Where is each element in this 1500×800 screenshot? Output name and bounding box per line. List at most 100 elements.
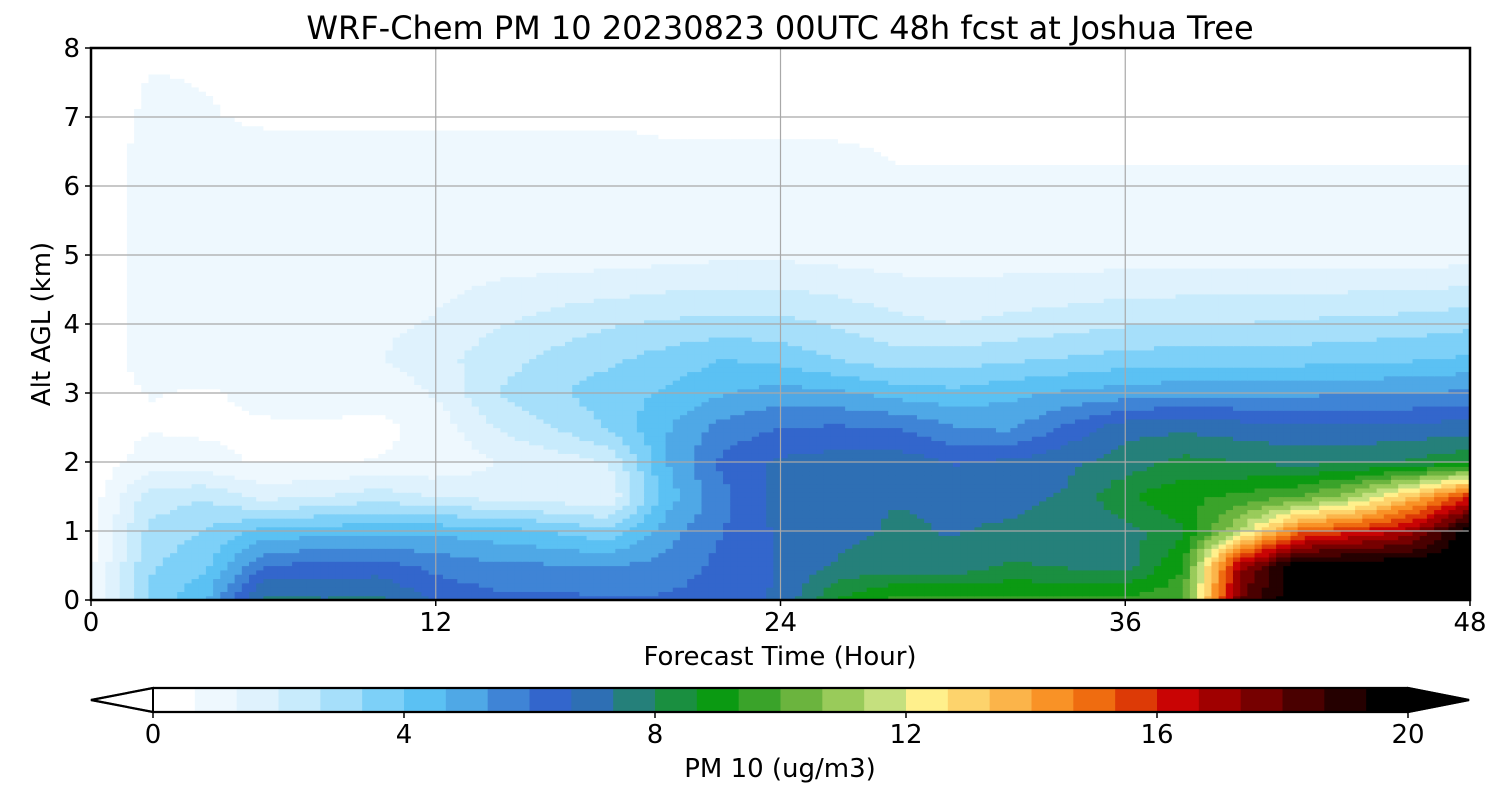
heatmap-cell: [658, 492, 666, 497]
heatmap-cell: [1448, 492, 1456, 497]
heatmap-cell: [759, 514, 767, 519]
heatmap-cell: [1075, 583, 1083, 588]
heatmap-cell: [759, 501, 767, 506]
heatmap-cell: [536, 497, 544, 502]
heatmap-cell: [939, 570, 947, 575]
heatmap-cell: [1168, 574, 1176, 579]
heatmap-cell: [529, 566, 537, 571]
heatmap-cell: [1046, 553, 1054, 558]
heatmap-cell: [1039, 540, 1047, 545]
heatmap-cell: [1025, 570, 1033, 575]
heatmap-cell: [953, 492, 961, 497]
heatmap-cell: [1420, 531, 1428, 536]
heatmap-cell: [1111, 497, 1119, 502]
heatmap-cell: [350, 557, 358, 562]
heatmap-cell: [1384, 492, 1392, 497]
heatmap-cell: [946, 587, 954, 592]
heatmap-cell: [1154, 509, 1162, 514]
heatmap-cell: [687, 514, 695, 519]
heatmap-cell: [543, 492, 551, 497]
heatmap-cell: [1319, 566, 1327, 571]
heatmap-cell: [888, 583, 896, 588]
heatmap-cell: [874, 578, 882, 583]
heatmap-cell: [939, 591, 947, 596]
heatmap-cell: [1183, 557, 1191, 562]
heatmap-cell: [1147, 497, 1155, 502]
heatmap-cell: [472, 540, 480, 545]
heatmap-cell: [1398, 535, 1406, 540]
heatmap-cell: [845, 566, 853, 571]
heatmap-cell: [996, 591, 1004, 596]
heatmap-cell: [895, 501, 903, 506]
heatmap-cell: [723, 591, 731, 596]
heatmap-cell: [1168, 548, 1176, 553]
heatmap-cell: [1276, 492, 1284, 497]
heatmap-cell: [1197, 505, 1205, 510]
heatmap-cell: [1434, 583, 1442, 588]
heatmap-cell: [479, 522, 487, 527]
heatmap-cell: [371, 497, 379, 502]
heatmap-cell: [910, 557, 918, 562]
heatmap-cell: [515, 488, 523, 493]
heatmap-cell: [1441, 497, 1449, 502]
heatmap-cell: [910, 548, 918, 553]
heatmap-cell: [1326, 492, 1334, 497]
heatmap-cell: [98, 518, 106, 523]
heatmap-cell: [156, 522, 164, 527]
heatmap-cell: [565, 548, 573, 553]
heatmap-cell: [457, 553, 465, 558]
heatmap-cell: [472, 509, 480, 514]
heatmap-cell: [493, 591, 501, 596]
heatmap-cell: [1434, 497, 1442, 502]
heatmap-cell: [1039, 522, 1047, 527]
heatmap-cell: [579, 535, 587, 540]
heatmap-cell: [1046, 557, 1054, 562]
heatmap-cell: [1341, 535, 1349, 540]
heatmap-cell: [587, 492, 595, 497]
heatmap-cell: [1255, 535, 1263, 540]
heatmap-cell: [910, 553, 918, 558]
heatmap-cell: [781, 501, 789, 506]
heatmap-cell: [651, 553, 659, 558]
heatmap-cell: [594, 514, 602, 519]
heatmap-cell: [371, 540, 379, 545]
heatmap-cell: [1197, 522, 1205, 527]
heatmap-cell: [227, 566, 235, 571]
heatmap-cell: [960, 497, 968, 502]
heatmap-cell: [874, 501, 882, 506]
heatmap-cell: [1427, 535, 1435, 540]
heatmap-cell: [421, 540, 429, 545]
heatmap-cell: [271, 570, 279, 575]
heatmap-cell: [694, 587, 702, 592]
heatmap-cell: [220, 587, 228, 592]
heatmap-cell: [1147, 535, 1155, 540]
heatmap-cell: [113, 570, 121, 575]
heatmap-cell: [1204, 540, 1212, 545]
heatmap-cell: [1391, 535, 1399, 540]
heatmap-cell: [1448, 587, 1456, 592]
heatmap-cell: [795, 501, 803, 506]
heatmap-cell: [1147, 531, 1155, 536]
heatmap-cell: [903, 570, 911, 575]
heatmap-cell: [996, 544, 1004, 549]
heatmap-cell: [845, 587, 853, 592]
heatmap-cell: [982, 540, 990, 545]
heatmap-cell: [486, 587, 494, 592]
heatmap-cell: [292, 553, 300, 558]
heatmap-cell: [737, 553, 745, 558]
heatmap-cell: [357, 570, 365, 575]
heatmap-cell: [1334, 566, 1342, 571]
heatmap-cell: [658, 574, 666, 579]
heatmap-cell: [881, 574, 889, 579]
heatmap-cell: [615, 553, 623, 558]
heatmap-cell: [192, 587, 200, 592]
heatmap-cell: [407, 497, 415, 502]
heatmap-cell: [1298, 548, 1306, 553]
heatmap-cell: [1448, 505, 1456, 510]
heatmap-cell: [572, 574, 580, 579]
heatmap-cell: [1269, 497, 1277, 502]
heatmap-cell: [1068, 535, 1076, 540]
heatmap-cell: [1075, 509, 1083, 514]
heatmap-cell: [271, 591, 279, 596]
heatmap-cell: [148, 566, 156, 571]
